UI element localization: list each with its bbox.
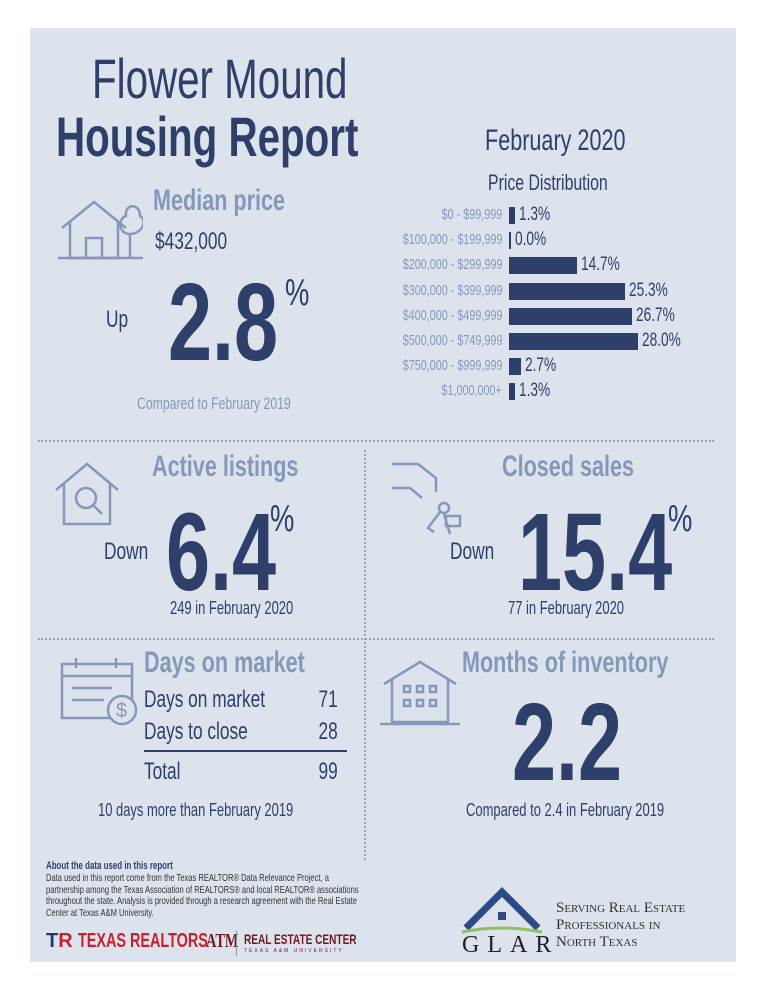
- rec-sub: TEXAS A&M UNIVERSITY: [244, 948, 344, 954]
- category-label: $300,000 - $399,999: [402, 281, 502, 299]
- dom-note: 10 days more than February 2019: [98, 800, 294, 820]
- report-card: Flower Mound Housing Report February 202…: [30, 28, 736, 962]
- dom-total-value: 99: [318, 758, 338, 785]
- bar: [509, 232, 511, 250]
- dom-row-value: 71: [318, 686, 338, 713]
- closed-heading: Closed sales: [502, 450, 635, 483]
- median-direction: Up: [106, 306, 129, 333]
- category-label: $100,000 - $199,999: [402, 231, 502, 249]
- closed-unit: %: [668, 498, 693, 540]
- title-line2: Housing Report: [56, 105, 359, 168]
- active-direction: Down: [104, 538, 149, 565]
- median-unit: %: [285, 272, 310, 314]
- divider: [364, 450, 366, 860]
- data-label: 14.7%: [580, 254, 620, 276]
- glar-tagline: Serving Real Estate Professionals in Nor…: [556, 900, 685, 951]
- total-rule: [144, 750, 347, 752]
- data-label: 2.7%: [525, 355, 557, 377]
- house-search-icon: [55, 462, 119, 526]
- glar-logo: GLAR: [462, 932, 560, 958]
- category-label: $500,000 - $749,999: [402, 332, 502, 349]
- glar-house-icon: [461, 887, 543, 934]
- atm-logo: ATM: [206, 930, 239, 952]
- divider: [38, 638, 714, 640]
- dom-total-label: Total: [144, 758, 181, 785]
- data-label: 28.0%: [641, 330, 681, 351]
- report-period: February 2020: [485, 124, 626, 157]
- tagline-line: Professionals in: [556, 917, 661, 933]
- dom-row-label: Days to close: [144, 718, 248, 745]
- bar: [509, 307, 632, 325]
- category-label: $200,000 - $299,999: [402, 256, 502, 274]
- data-label: 1.3%: [518, 380, 551, 402]
- building-icon: [380, 660, 460, 726]
- bar: [509, 207, 515, 224]
- bar: [509, 282, 626, 300]
- data-label: 26.7%: [635, 304, 675, 326]
- house-tree-icon: [58, 200, 143, 260]
- category-label: $750,000 - $999,999: [402, 357, 502, 375]
- bar: [509, 333, 638, 350]
- title-line1: Flower Mound: [92, 47, 348, 110]
- category-label: $400,000 - $499,999: [402, 306, 502, 324]
- divider: [38, 440, 714, 442]
- closed-change: 15.4: [518, 491, 673, 614]
- bar: [509, 358, 522, 376]
- active-heading: Active listings: [152, 450, 299, 483]
- dom-row-value: 28: [318, 718, 338, 745]
- rec-logo: REAL ESTATE CENTER: [244, 931, 357, 947]
- svg-text:$: $: [116, 700, 127, 722]
- about-text: Data used in this report come from the T…: [46, 872, 359, 919]
- about-heading: About the data used in this report: [46, 860, 173, 872]
- texas-realtors-logo: TR TEXAS REALTORS: [46, 930, 209, 952]
- chart-title: Price Distribution: [488, 170, 608, 195]
- dom-heading: Days on market: [144, 646, 305, 679]
- inventory-note: Compared to 2.4 in February 2019: [466, 800, 665, 820]
- logo-divider: [236, 930, 237, 956]
- median-price: $432,000: [155, 228, 228, 255]
- data-label: 25.3%: [629, 279, 669, 301]
- category-label: $0 - $99,999: [441, 206, 502, 223]
- tagline-line: North Texas: [556, 934, 638, 950]
- inventory-value: 2.2: [512, 681, 623, 804]
- calendar-dollar-icon: $: [60, 658, 138, 726]
- dom-row-label: Days on market: [144, 686, 266, 713]
- data-label: 1.3%: [518, 204, 551, 225]
- active-change: 6.4: [166, 491, 277, 614]
- active-note: 249 in February 2020: [170, 598, 294, 618]
- closed-note: 77 in February 2020: [508, 598, 624, 618]
- median-heading: Median price: [153, 184, 286, 217]
- median-change: 2.8: [168, 261, 279, 384]
- data-label: 0.0%: [515, 229, 547, 251]
- active-unit: %: [270, 498, 295, 540]
- category-label: $1,000,000+: [441, 382, 502, 400]
- closed-direction: Down: [450, 538, 495, 565]
- bar: [509, 383, 515, 401]
- bar: [509, 257, 577, 275]
- inventory-heading: Months of inventory: [462, 646, 669, 679]
- median-note: Compared to February 2019: [137, 394, 291, 413]
- tagline-line: Serving Real Estate: [556, 900, 686, 916]
- hand-keys-icon: [392, 462, 462, 535]
